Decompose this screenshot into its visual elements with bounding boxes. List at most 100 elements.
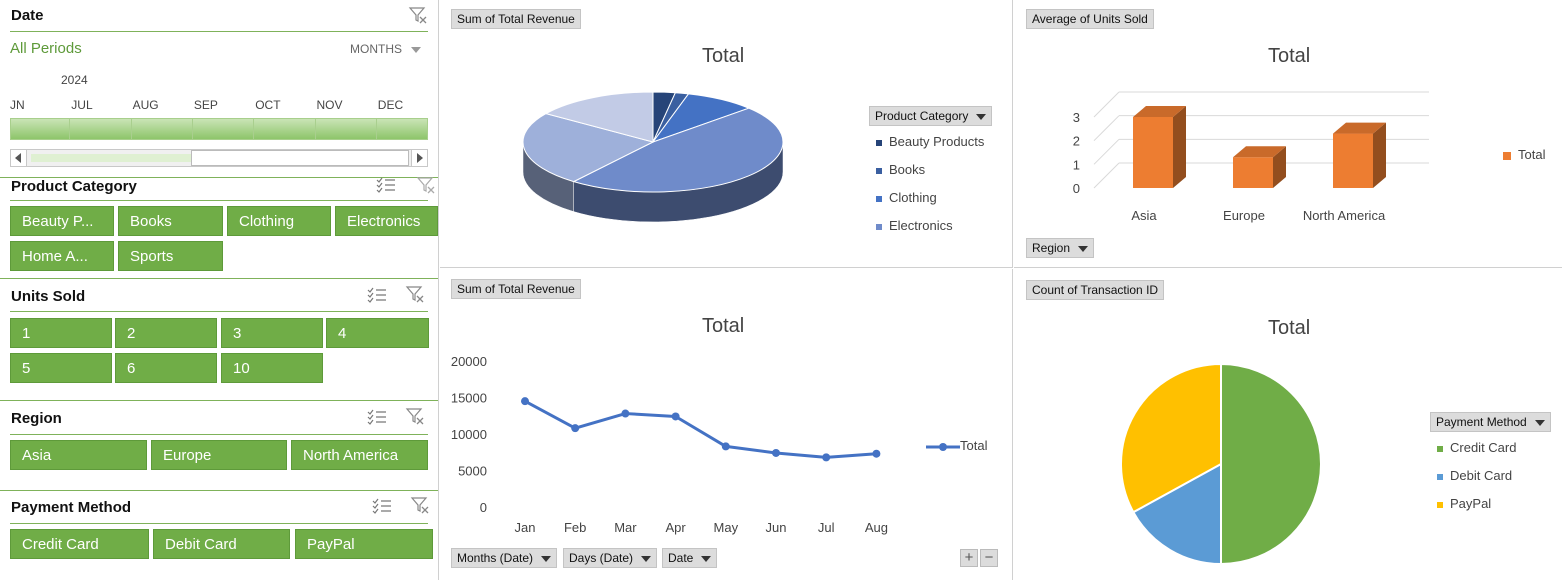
- scroll-thumb[interactable]: [191, 150, 409, 166]
- multi-select-icon[interactable]: [367, 286, 387, 304]
- bar: [1233, 157, 1273, 188]
- gridline-depth: [1093, 138, 1120, 165]
- data-point: [621, 409, 630, 418]
- slicer-item-clothing[interactable]: Clothing: [227, 206, 331, 236]
- legend-filter-payment-method[interactable]: Payment Method: [1430, 412, 1551, 432]
- dropdown-arrow-icon: [541, 555, 552, 562]
- timeline-year: 2024: [61, 73, 88, 87]
- x-tick-label: May: [714, 520, 739, 535]
- slicer-item-north-america[interactable]: North America: [291, 440, 428, 470]
- y-tick-label: 5000: [458, 464, 487, 479]
- bar: [1333, 133, 1373, 188]
- timeline-scrollbar[interactable]: [10, 149, 428, 167]
- slicer-item-units-3[interactable]: 3: [221, 318, 323, 348]
- slicer-item-credit-card[interactable]: Credit Card: [10, 529, 149, 559]
- slicer-item-sports[interactable]: Sports: [118, 241, 223, 271]
- slicer-item-units-6[interactable]: 6: [115, 353, 217, 383]
- timeline-month-divider: [253, 118, 255, 140]
- slicer-item-asia[interactable]: Asia: [10, 440, 147, 470]
- axis-filter-date[interactable]: Date: [662, 548, 718, 568]
- data-point: [571, 424, 580, 433]
- legend-swatch: [876, 139, 882, 146]
- bar-top: [1133, 106, 1186, 117]
- slicer-item-beauty-products[interactable]: Beauty P...: [10, 206, 114, 236]
- region-title: Region: [11, 410, 62, 427]
- series-line: [524, 399, 877, 459]
- bar-side: [1273, 146, 1286, 188]
- expand-field-button[interactable]: +: [960, 549, 978, 567]
- chart-title: Total: [1268, 317, 1311, 339]
- slicer-item-units-5[interactable]: 5: [10, 353, 112, 383]
- dropdown-arrow-icon: [641, 555, 652, 562]
- x-tick-label: Jun: [766, 520, 787, 535]
- slicer-item-europe[interactable]: Europe: [151, 440, 287, 470]
- slicer-item-units-1[interactable]: 1: [10, 318, 112, 348]
- legend-swatch: [876, 167, 882, 174]
- bar-side: [1173, 106, 1186, 188]
- bar: [1133, 117, 1173, 188]
- multi-select-icon[interactable]: [372, 497, 392, 515]
- data-point: [772, 448, 780, 457]
- units-sold-title: Units Sold: [11, 288, 86, 305]
- timeline-bar[interactable]: [10, 118, 428, 140]
- multi-select-icon[interactable]: [367, 408, 387, 426]
- legend-swatch: [1437, 473, 1443, 480]
- timeline-month-divider: [69, 118, 71, 140]
- field-chip-units[interactable]: Average of Units Sold: [1026, 9, 1154, 29]
- slicer-item-electronics[interactable]: Electronics: [335, 206, 438, 236]
- clear-filter-icon[interactable]: [410, 496, 430, 514]
- legend-item: Beauty Products: [876, 134, 984, 149]
- y-tick-label: 2: [1073, 134, 1080, 149]
- pie-slice: [1132, 462, 1222, 566]
- revenue-pie-chart[interactable]: Sum of Total Revenue Total Product Categ…: [440, 0, 1013, 268]
- pie-plot: [1120, 362, 1322, 566]
- slicer-item-units-10[interactable]: 10: [221, 353, 323, 383]
- time-level-selector[interactable]: MONTHS: [350, 42, 422, 56]
- x-tick-label: Jul: [818, 520, 835, 535]
- axis-filter-region[interactable]: Region: [1026, 238, 1095, 258]
- pie-slice: [522, 113, 655, 183]
- revenue-line-chart[interactable]: Sum of Total Revenue Total 20000 15000 100…: [440, 269, 1013, 580]
- slicer-item-units-4[interactable]: 4: [326, 318, 429, 348]
- chevron-down-icon: [411, 46, 422, 53]
- chart-title: Total: [1268, 45, 1311, 67]
- legend-swatch: [876, 223, 882, 230]
- slicer-item-units-2[interactable]: 2: [115, 318, 217, 348]
- clear-filter-icon[interactable]: [416, 176, 436, 194]
- axis-filter-months[interactable]: Months (Date): [451, 548, 558, 568]
- clear-filter-icon[interactable]: [408, 6, 428, 24]
- units-bar-chart[interactable]: Average of Units Sold Total 3 2 1 0 Asia Euro…: [1014, 0, 1562, 268]
- timeline-month-divider: [191, 118, 193, 140]
- y-tick-label: 10000: [451, 427, 487, 442]
- axis-filter-days[interactable]: Days (Date): [563, 548, 658, 568]
- timeline-month-divider: [314, 118, 316, 140]
- slicer-item-home-appliances[interactable]: Home A...: [10, 241, 114, 271]
- multi-select-icon[interactable]: [376, 176, 396, 194]
- payment-method-title: Payment Method: [11, 499, 132, 516]
- field-chip-revenue[interactable]: Sum of Total Revenue: [451, 9, 581, 29]
- x-tick-label: Europe: [1223, 208, 1265, 223]
- legend-label: Beauty Products: [889, 134, 985, 149]
- slicer-item-books[interactable]: Books: [118, 206, 223, 236]
- collapse-field-button[interactable]: −: [980, 549, 998, 567]
- legend-label: Total: [1518, 147, 1546, 162]
- timeline-month-label: SEP: [193, 98, 218, 112]
- scroll-right-button[interactable]: [411, 150, 427, 166]
- pie-slice: [1120, 362, 1222, 514]
- x-tick-label: Apr: [665, 520, 686, 535]
- clear-filter-icon[interactable]: [405, 285, 425, 303]
- slicer-item-debit-card[interactable]: Debit Card: [153, 529, 290, 559]
- field-chip-transactions[interactable]: Count of Transaction ID: [1026, 280, 1165, 300]
- payment-pie-chart[interactable]: Count of Transaction ID Total Payment Me…: [1014, 269, 1562, 580]
- legend-filter-product-category[interactable]: Product Category: [869, 106, 993, 126]
- legend-swatch: [1503, 151, 1511, 160]
- legend-filter-label: Payment Method: [1436, 415, 1527, 429]
- scroll-left-button[interactable]: [11, 150, 27, 166]
- slicer-item-paypal[interactable]: PayPal: [295, 529, 433, 559]
- legend-item: Electronics: [876, 218, 953, 233]
- clear-filter-icon[interactable]: [405, 407, 425, 425]
- field-chip-revenue[interactable]: Sum of Total Revenue: [451, 279, 581, 299]
- dropdown-arrow-icon: [1534, 419, 1545, 426]
- units-sold-slicer: Units Sold 1 2 3 4 5 6 10: [0, 278, 438, 400]
- legend-label: Debit Card: [1450, 468, 1513, 483]
